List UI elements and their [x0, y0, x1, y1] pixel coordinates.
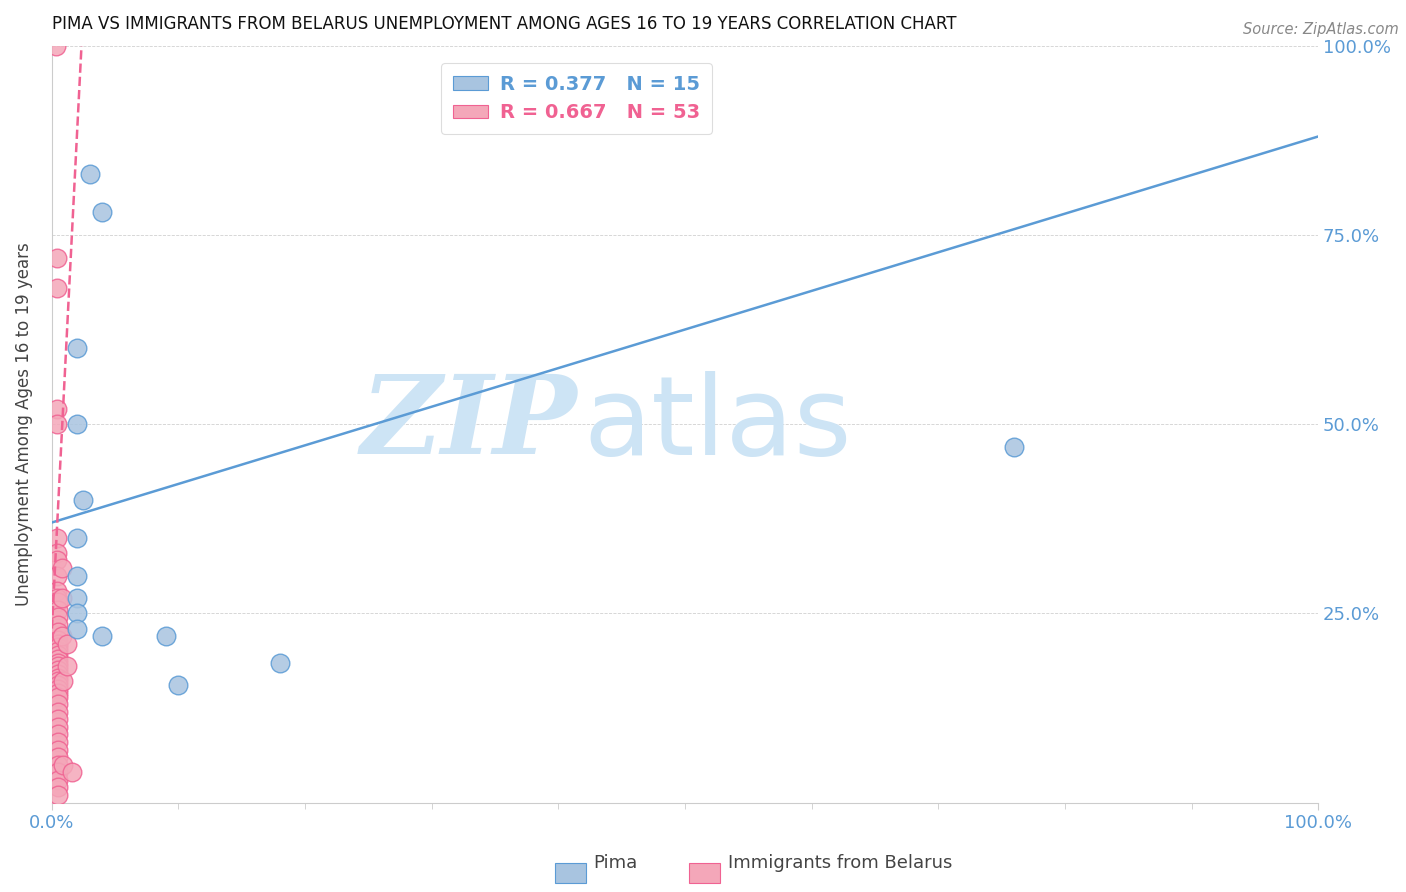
- Point: [66, 568, 89, 582]
- Point: [46, 674, 69, 689]
- Point: [46, 648, 69, 662]
- Point: [51, 561, 73, 575]
- Point: [46, 712, 69, 726]
- Text: Source: ZipAtlas.com: Source: ZipAtlas.com: [1243, 22, 1399, 37]
- Point: [46, 595, 69, 609]
- Point: [46, 697, 69, 711]
- Point: [45, 583, 67, 598]
- Point: [46, 757, 69, 772]
- Point: [46, 644, 69, 658]
- Point: [66, 622, 89, 636]
- Point: [66, 607, 89, 621]
- Point: [45, 568, 67, 582]
- Point: [46, 681, 69, 696]
- Point: [155, 629, 177, 643]
- Point: [45, 531, 67, 545]
- Point: [46, 617, 69, 632]
- Point: [91, 629, 114, 643]
- Point: [46, 720, 69, 734]
- Point: [46, 686, 69, 700]
- Legend: R = 0.377   N = 15, R = 0.667   N = 53: R = 0.377 N = 15, R = 0.667 N = 53: [441, 63, 711, 134]
- Point: [51, 591, 73, 606]
- Text: PIMA VS IMMIGRANTS FROM BELARUS UNEMPLOYMENT AMONG AGES 16 TO 19 YEARS CORRELATI: PIMA VS IMMIGRANTS FROM BELARUS UNEMPLOY…: [52, 15, 956, 33]
- Text: Immigrants from Belarus: Immigrants from Belarus: [728, 855, 953, 872]
- Point: [46, 640, 69, 655]
- Y-axis label: Unemployment Among Ages 16 to 19 years: Unemployment Among Ages 16 to 19 years: [15, 243, 32, 606]
- Point: [46, 625, 69, 640]
- Point: [46, 671, 69, 685]
- Point: [56, 637, 79, 651]
- Point: [45, 38, 67, 53]
- Point: [46, 742, 69, 756]
- Point: [66, 531, 89, 545]
- Point: [269, 656, 291, 670]
- Point: [45, 553, 67, 567]
- Point: [46, 690, 69, 704]
- Point: [46, 705, 69, 719]
- Point: [72, 492, 94, 507]
- Text: atlas: atlas: [583, 371, 852, 477]
- Point: [46, 727, 69, 741]
- Point: [45, 251, 67, 265]
- Point: [46, 750, 69, 764]
- Point: [167, 678, 190, 692]
- Point: [91, 205, 114, 219]
- Point: [46, 656, 69, 670]
- Point: [60, 765, 83, 780]
- Point: [45, 402, 67, 417]
- Point: [46, 765, 69, 780]
- Point: [46, 678, 69, 692]
- Point: [51, 629, 73, 643]
- Point: [66, 591, 89, 606]
- Point: [46, 602, 69, 616]
- Point: [56, 659, 79, 673]
- Point: [46, 637, 69, 651]
- Text: ZIP: ZIP: [361, 370, 578, 478]
- Point: [46, 788, 69, 802]
- Point: [46, 663, 69, 677]
- Point: [45, 546, 67, 560]
- Point: [45, 281, 67, 295]
- Point: [52, 757, 75, 772]
- Point: [46, 735, 69, 749]
- Point: [66, 417, 89, 431]
- Point: [46, 632, 69, 647]
- Point: [46, 780, 69, 795]
- Point: [46, 659, 69, 673]
- Point: [66, 342, 89, 356]
- Point: [46, 667, 69, 681]
- Text: Pima: Pima: [593, 855, 637, 872]
- Point: [46, 772, 69, 787]
- Point: [46, 610, 69, 624]
- Point: [1002, 440, 1025, 454]
- Point: [52, 674, 75, 689]
- Point: [45, 417, 67, 431]
- Point: [45, 591, 67, 606]
- Point: [46, 652, 69, 666]
- Point: [79, 167, 101, 181]
